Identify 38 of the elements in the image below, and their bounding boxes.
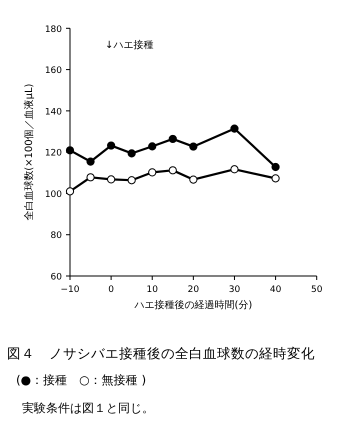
y-tick-label: 160: [44, 66, 62, 76]
text: 図４ ノサシバエ接種後の全白血球数の経時変化: [7, 346, 315, 362]
point: [168, 166, 177, 174]
point: [66, 187, 74, 196]
x-tick-label: 0: [108, 285, 114, 295]
x-tick-label: 40: [270, 285, 282, 295]
x-tick-label: 10: [146, 285, 158, 295]
annotation: ↓ハエ接種: [105, 39, 154, 51]
y-tick-label: 120: [44, 148, 62, 159]
x-tick-label: −10: [60, 285, 80, 295]
y-tick-label: 80: [50, 231, 62, 242]
point: [230, 165, 239, 174]
x-tick-label: 30: [228, 285, 240, 295]
point: [271, 174, 280, 182]
point: [189, 176, 198, 184]
text: (●：接種 ○：無接種 ): [16, 373, 146, 387]
point: [128, 176, 136, 184]
point: [168, 134, 177, 144]
point: [66, 146, 74, 154]
x-tick-label: 50: [310, 285, 323, 295]
x-axis-title: ハエ接種後の経過時間(分): [133, 299, 252, 311]
y-tick-label: 100: [44, 190, 62, 200]
y-axis-title: 全白血球数(×100個／血液μL): [23, 83, 35, 221]
y-tick-label: 140: [44, 107, 62, 118]
point: [86, 158, 95, 166]
point: [107, 141, 116, 150]
point: [86, 173, 95, 182]
y-tick-label: 180: [44, 24, 62, 35]
point: [271, 162, 280, 172]
point: [128, 149, 136, 158]
text: 実験条件は図１と同じ。: [22, 401, 154, 415]
point: [148, 142, 156, 150]
point: [107, 175, 116, 184]
x-tick-label: 20: [188, 285, 200, 295]
y-tick-label: 60: [50, 272, 62, 282]
point: [230, 124, 239, 133]
point: [189, 142, 198, 151]
point: [148, 168, 156, 176]
